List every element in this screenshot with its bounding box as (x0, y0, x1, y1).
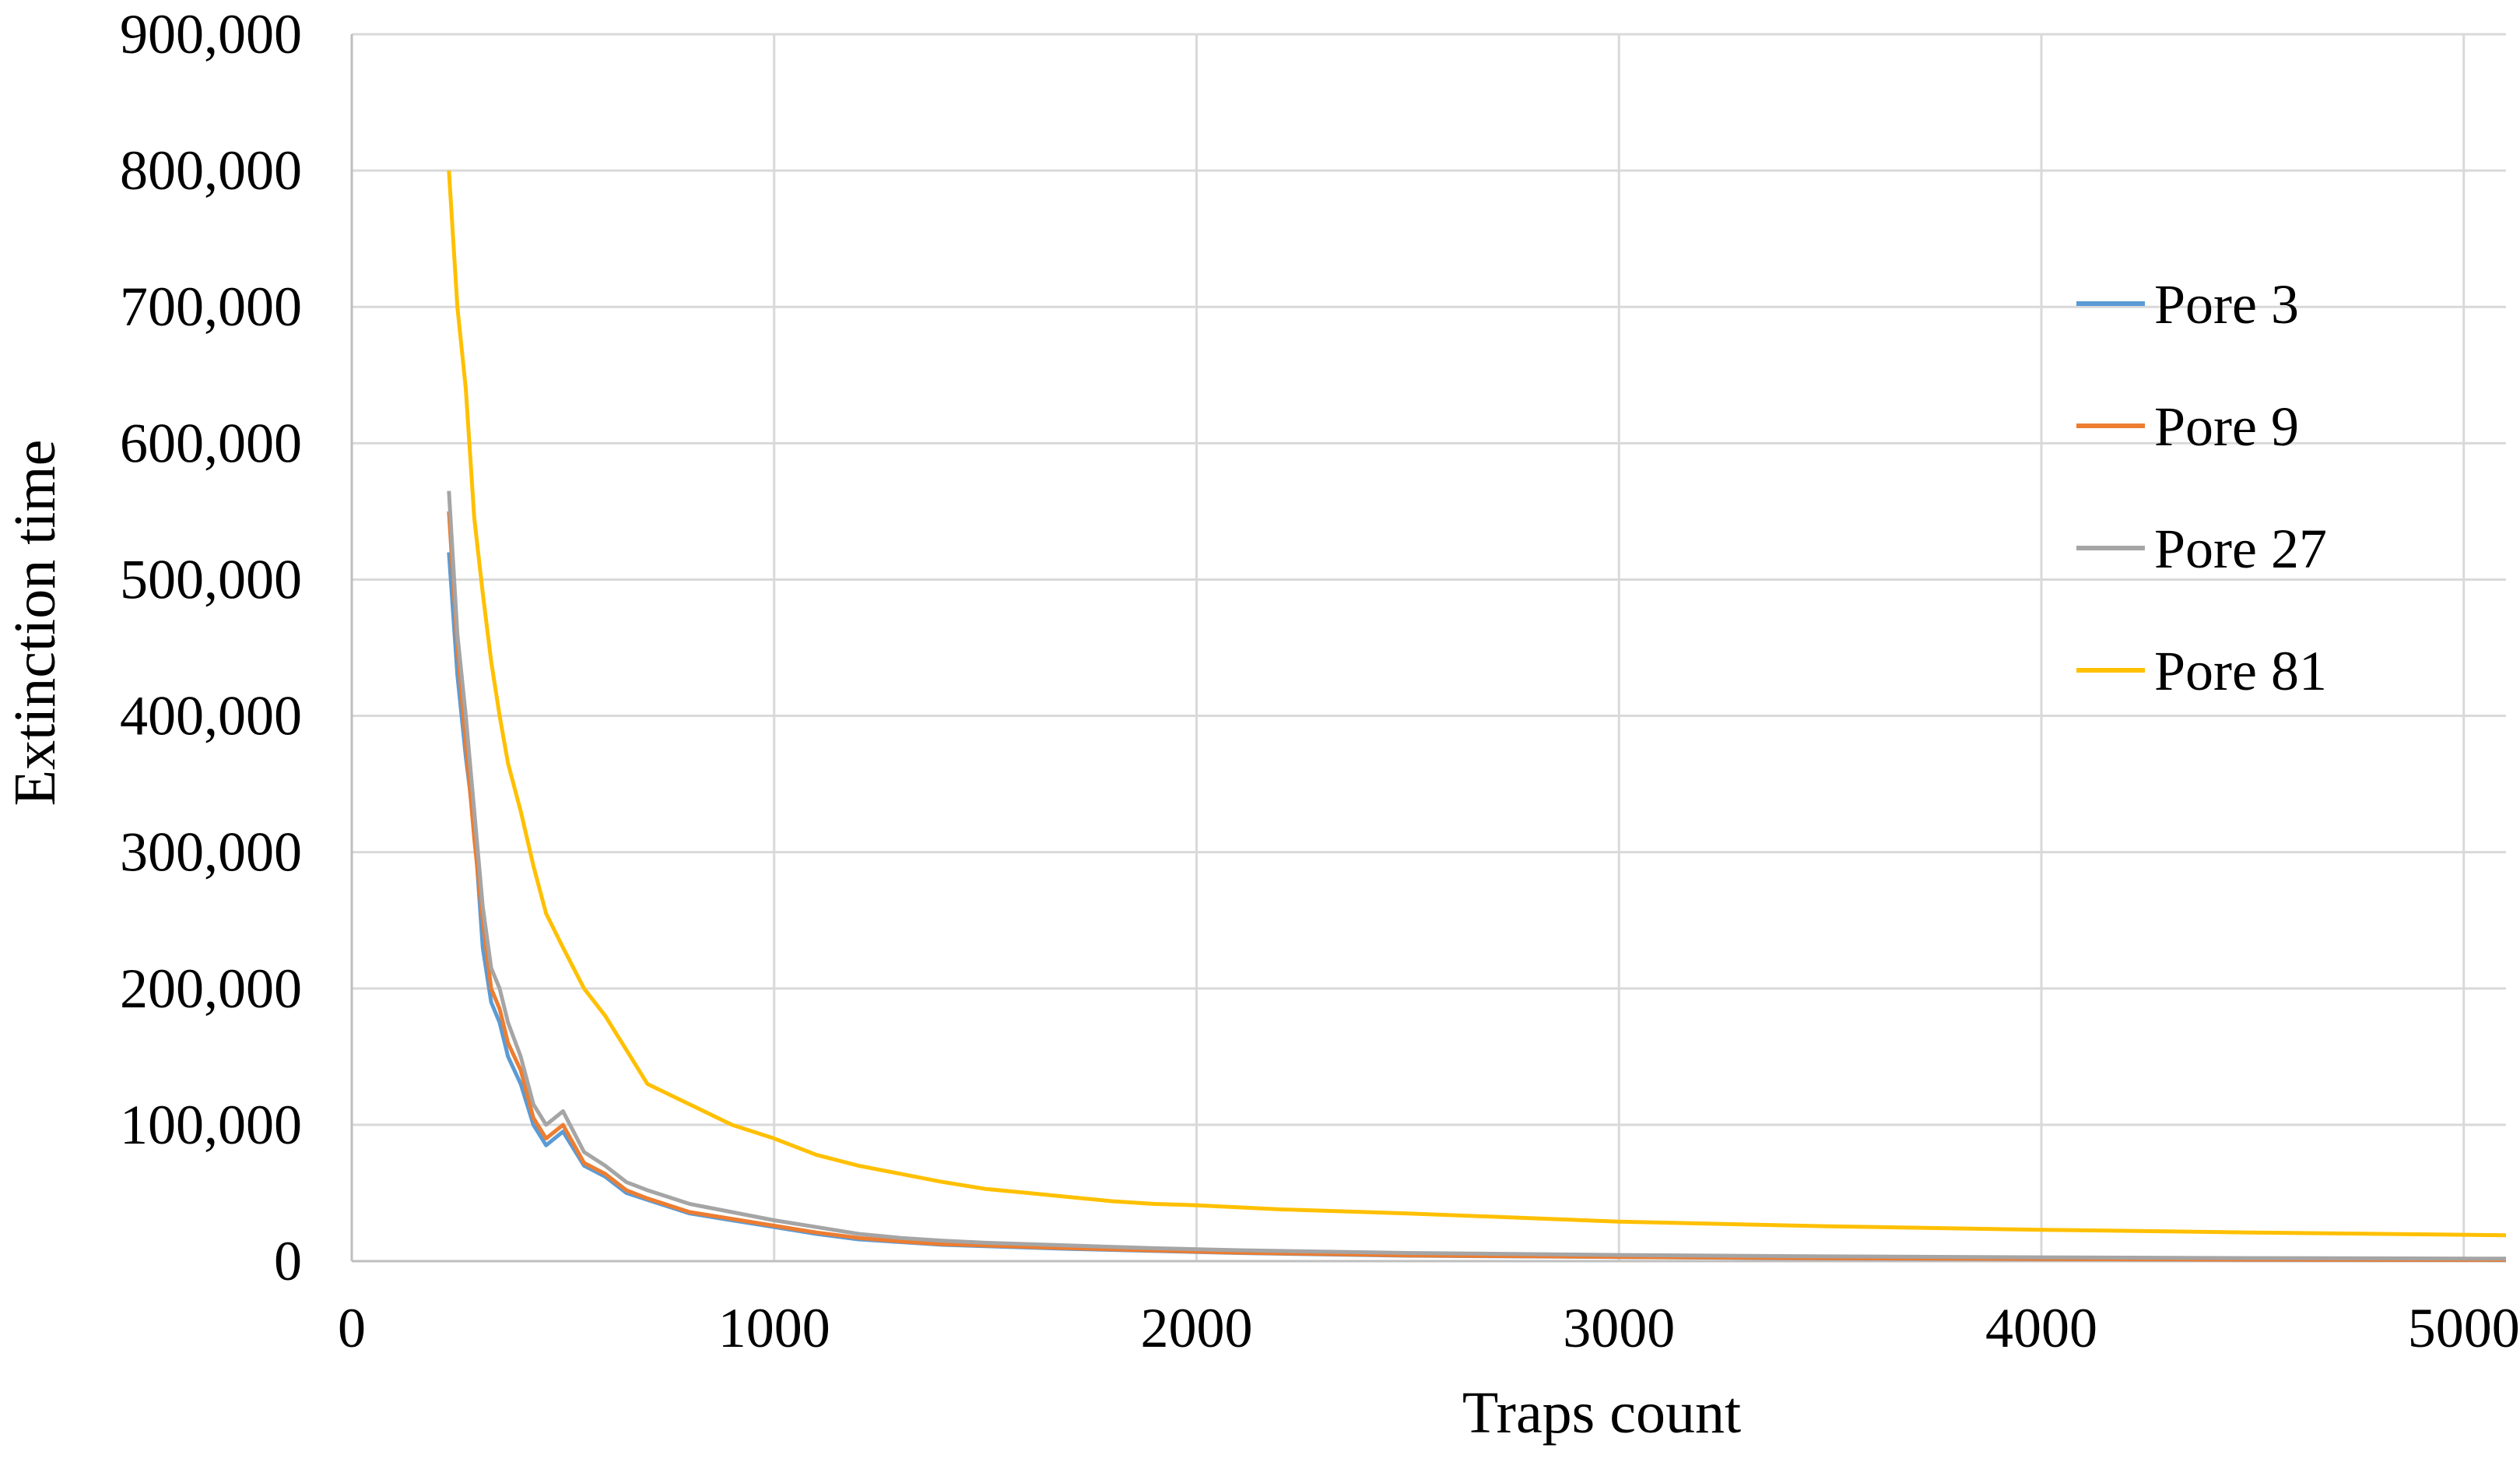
y-tick-label: 300,000 (120, 821, 302, 884)
y-axis-label: Extinction time (2, 440, 68, 807)
legend-label: Pore 3 (2154, 273, 2299, 336)
y-tick-label: 600,000 (120, 412, 302, 474)
x-tick-label: 2000 (1140, 1297, 1252, 1359)
y-tick-label: 700,000 (120, 276, 302, 338)
legend: Pore 3 Pore 9 Pore 27 Pore 81 (2076, 273, 2327, 702)
y-tick-label: 200,000 (120, 958, 302, 1020)
x-axis-label: Traps count (1462, 1380, 1741, 1446)
legend-label: Pore 27 (2154, 518, 2327, 580)
x-tick-label: 3000 (1563, 1297, 1675, 1359)
legend-label: Pore 81 (2154, 640, 2327, 702)
vertical-gridlines (773, 34, 2466, 1261)
x-tick-label: 1000 (718, 1297, 830, 1359)
y-tick-label: 900,000 (120, 3, 302, 65)
y-tick-label: 500,000 (120, 548, 302, 610)
y-tick-label: 400,000 (120, 685, 302, 747)
horizontal-gridlines (352, 33, 2506, 1126)
x-tick-label: 5000 (2408, 1297, 2520, 1359)
series-line-pore-27 (447, 490, 2507, 1261)
y-tick-labels: 0 100,000 200,000 300,000 400,000 500,000 600,… (120, 3, 302, 1292)
x-tick-labels: 0 1000 2000 3000 4000 5000 (338, 1297, 2520, 1359)
y-tick-label: 800,000 (120, 139, 302, 202)
y-tick-label: 0 (274, 1230, 302, 1292)
x-tick-label: 4000 (1985, 1297, 2097, 1359)
y-tick-label: 100,000 (120, 1094, 302, 1156)
series-lines (447, 170, 2507, 1263)
x-tick-label: 0 (338, 1297, 366, 1359)
series-line-pore-81 (447, 170, 2507, 1238)
series-line-pore-9 (447, 511, 2507, 1262)
legend-label: Pore 9 (2154, 395, 2299, 458)
